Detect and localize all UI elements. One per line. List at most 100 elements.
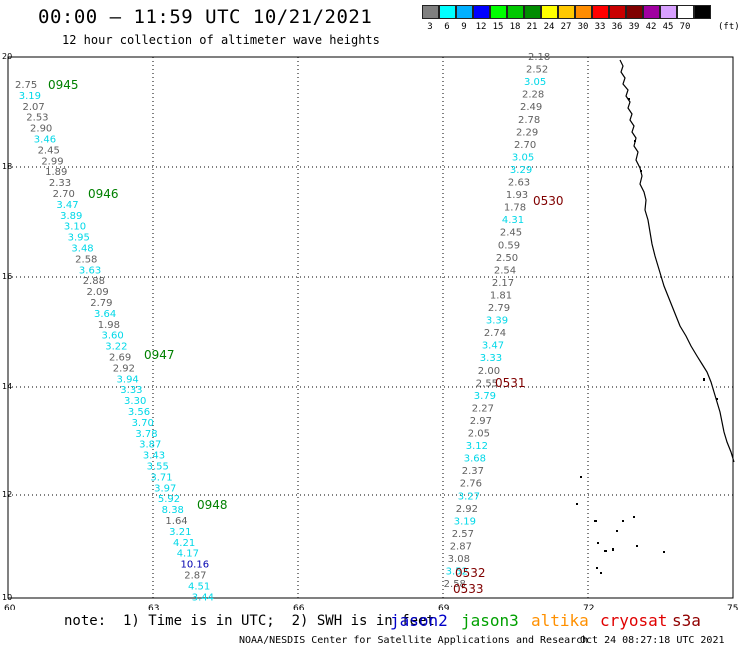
latitude-tick-label: 20 [2,52,12,61]
legend-swatch [677,5,694,19]
latitude-tick-label: 12 [2,490,12,499]
mission-label-jason2: jason2 [390,611,448,630]
legend-swatch [524,5,541,19]
legend-swatch [609,5,626,19]
swh-reading: 3.97 [154,483,176,494]
latitude-tick-label: 10 [2,593,12,602]
swh-reading: 3.22 [105,342,127,353]
map-frame [7,56,734,599]
swh-reading: 2.88 [83,276,105,287]
swh-reading: 3.79 [474,391,496,402]
swh-reading: 3.71 [150,472,172,483]
swh-reading: 2.79 [488,303,510,314]
longitude-tick-label: 60 [4,604,16,610]
swh-reading: 2.58 [444,579,466,590]
swh-reading: 2.87 [450,541,472,552]
swh-reading: 10.16 [180,560,209,571]
swh-reading: 3.87 [139,440,161,451]
legend-swatch-label: 9 [461,22,467,32]
swh-reading: 3.30 [124,396,146,407]
swh-reading: 3.63 [79,265,101,276]
swh-reading: 2.52 [526,65,548,76]
legend-swatch-label: 42 [645,22,657,32]
legend-swatch [643,5,660,19]
swh-reading: 2.00 [478,366,500,377]
mission-label-s3a: s3a [672,611,701,630]
swh-reading: 3.33 [480,353,502,364]
legend-swatch [439,5,456,19]
longitude-tick-label: 72 [583,604,594,610]
map-title: 00:00 – 11:59 UTC 10/21/2021 [38,6,373,28]
coastline-path [619,59,735,463]
track-west: 2.753.192.072.532.903.462.452.991.892.33… [15,78,228,603]
swh-reading: 4.21 [173,538,195,549]
swh-reading: 3.95 [68,233,90,244]
swh-reading: 2.55 [476,378,498,389]
swh-reading: 8.38 [162,505,184,516]
swh-reading: 3.60 [101,331,123,342]
legend-swatch-label: 70 [679,22,691,32]
swh-reading: 2.75 [15,80,37,91]
swh-reading: 3.05 [524,77,546,88]
swh-reading: 2.58 [75,254,97,265]
legend-swatch-label: 12 [475,22,487,32]
latitude-tick-label: 16 [2,272,12,281]
legend-swatch [626,5,643,19]
latitude-tick-label: 14 [2,382,12,391]
legend-swatch-label: 39 [628,22,640,32]
legend-swatch [558,5,575,19]
legend-swatch [660,5,677,19]
swh-reading: 2.63 [508,178,530,189]
swh-reading: 3.47 [56,200,78,211]
swh-reading: 2.28 [522,90,544,101]
longitude-tick-label: 75 [727,604,738,610]
legend-swatch [592,5,609,19]
legend-swatch [490,5,507,19]
swh-reading: 2.17 [492,278,514,289]
pass-time-label: 0945 [48,78,79,92]
latitude-tick-label: 18 [2,162,12,171]
mission-label-altika: altika [531,611,589,630]
swh-reading: 3.27 [458,491,480,502]
legend-swatch-label: 24 [543,22,555,32]
swh-reading: 2.92 [456,504,478,515]
swh-reading: 2.74 [484,328,506,339]
swh-reading: 2.99 [41,156,63,167]
swh-reading: 2.18 [528,52,550,63]
coastline [576,59,735,574]
swh-reading: 2.09 [86,287,108,298]
footer-credit: NOAA/NESDIS Center for Satellite Applica… [239,635,589,646]
swh-reading: 3.08 [448,554,470,565]
swh-reading: 3.29 [510,165,532,176]
legend-swatch-label: 15 [492,22,504,32]
swh-reading: 3.46 [34,135,56,146]
pass-time-label: 0533 [453,582,484,596]
pass-time-label: 0948 [197,498,228,512]
swh-reading: 2.49 [520,102,542,113]
swh-reading: 2.70 [53,189,75,200]
swh-reading: 3.47 [482,341,504,352]
pass-time-label: 0947 [144,348,175,362]
mission-label-jason3: jason3 [461,611,519,630]
swh-reading: 1.78 [504,203,526,214]
swh-reading: 3.21 [169,527,191,538]
swh-reading: 3.56 [128,407,150,418]
legend-swatch-label: 3 [427,22,433,32]
legend-swatch [422,5,439,19]
legend-swatch [456,5,473,19]
legend-unit-label: (ft) [718,22,740,32]
legend-swatch [575,5,592,19]
swh-reading: 0.59 [498,240,520,251]
swh-reading: 3.19 [19,91,41,102]
swh-reading: 3.19 [454,516,476,527]
swh-reading: 3.05 [512,152,534,163]
swh-reading: 1.81 [490,290,512,301]
swh-reading: 3.39 [486,316,508,327]
legend-swatch [473,5,490,19]
swh-reading: 4.17 [177,549,199,560]
swh-reading: 3.10 [64,222,86,233]
swh-reading: 2.54 [494,265,516,276]
swh-reading: 2.76 [460,479,482,490]
coastal-islands [576,98,718,574]
